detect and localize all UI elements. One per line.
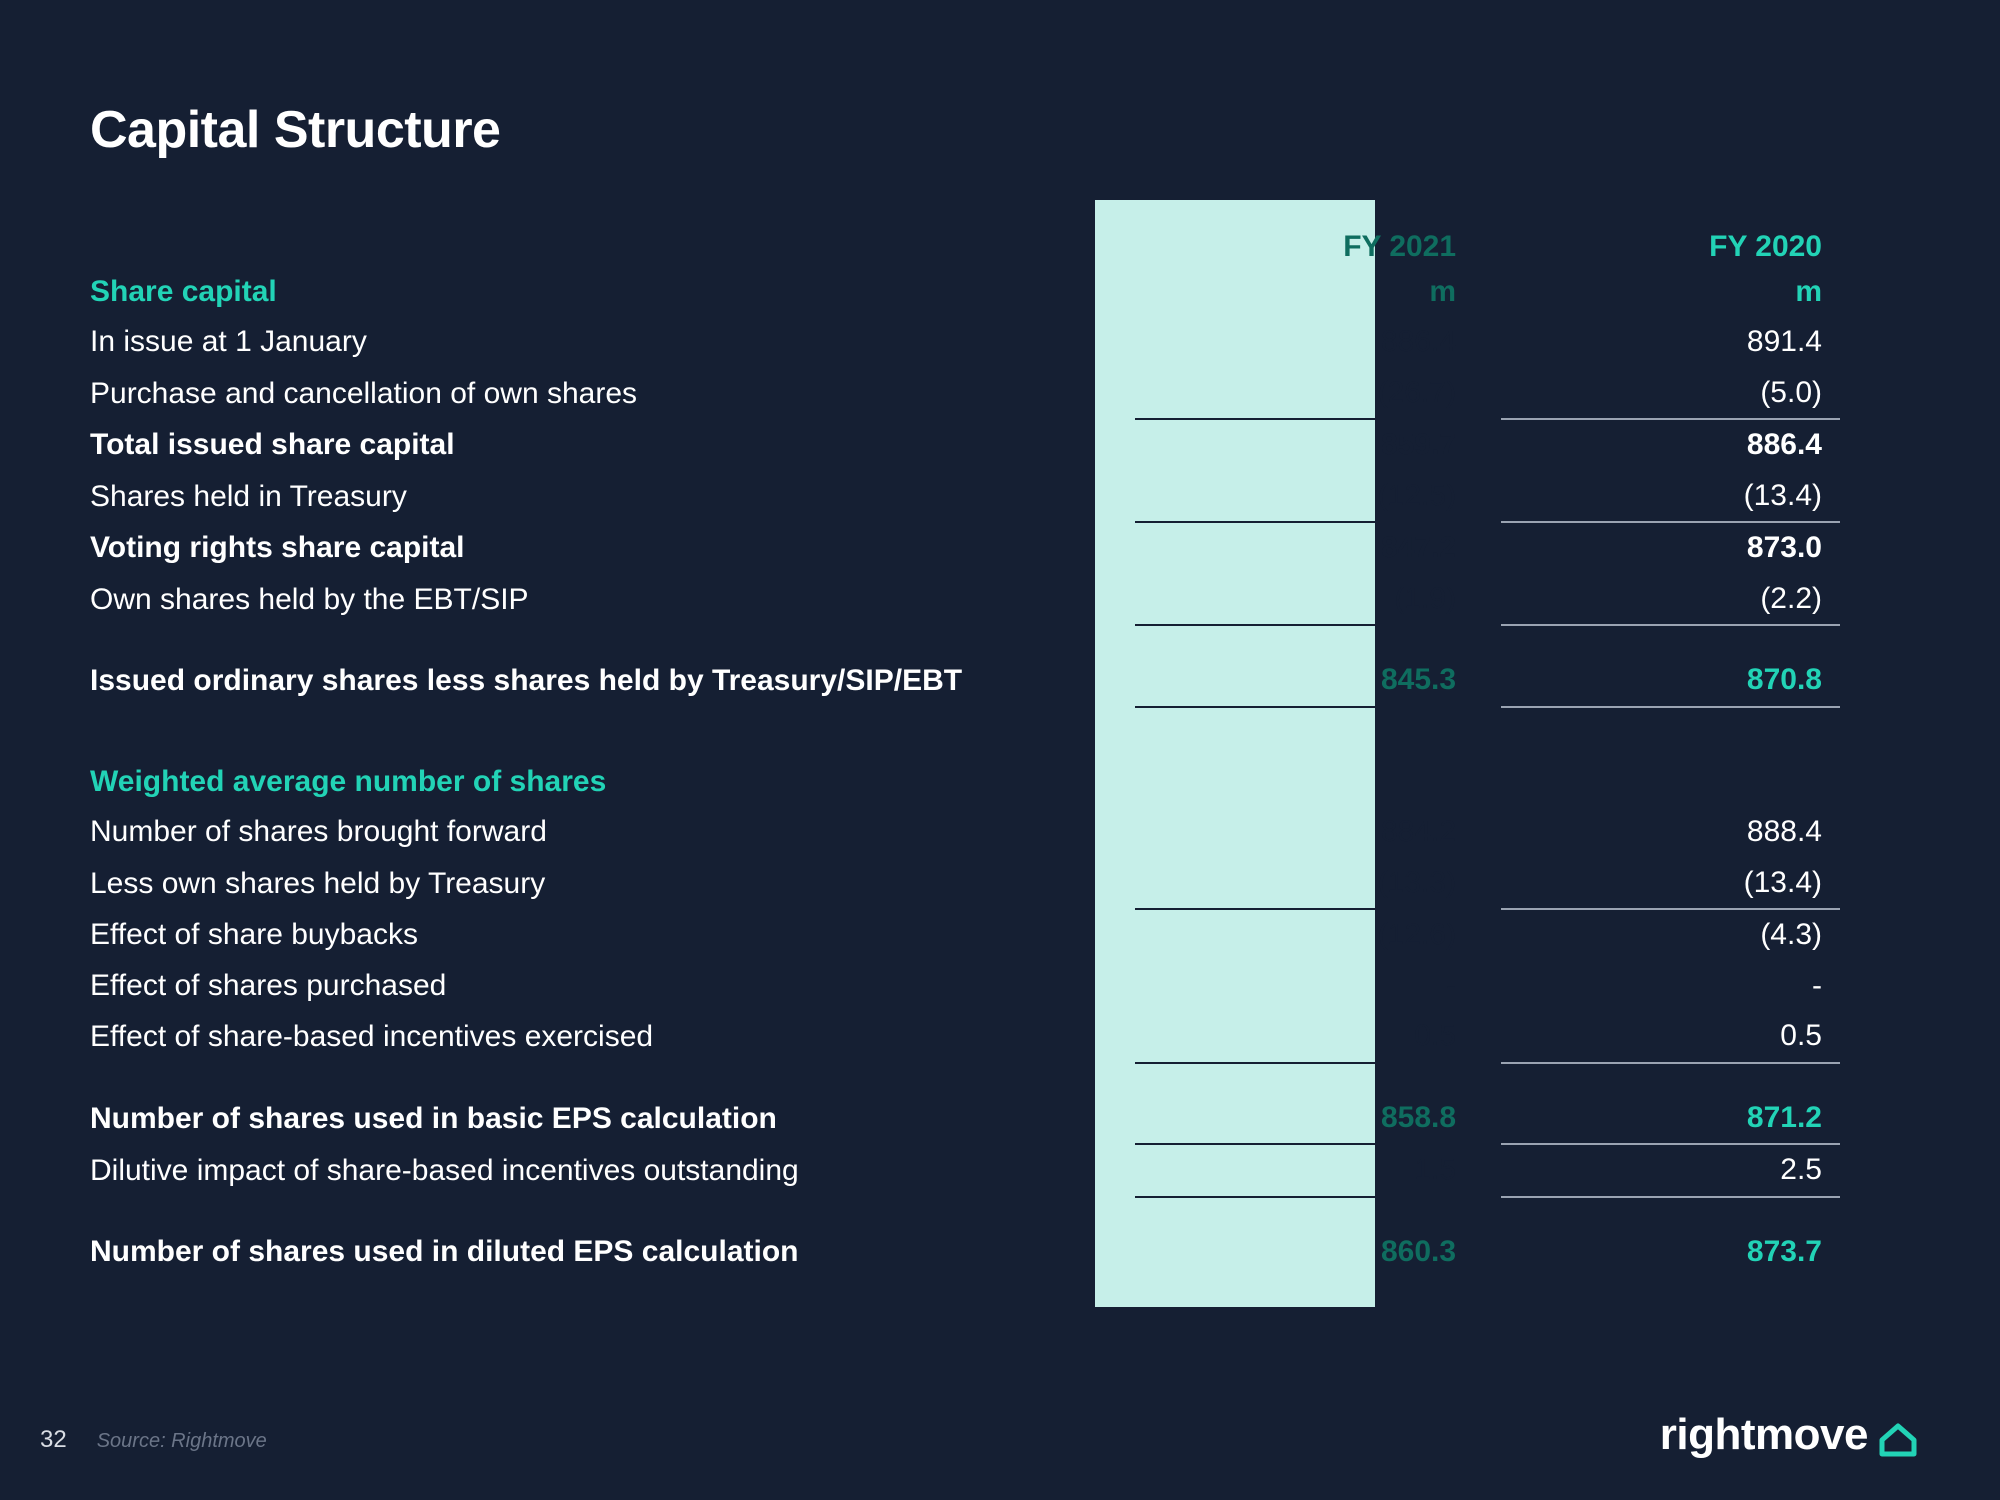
row-value: 873.0 [1501,522,1840,574]
row-value: 2.5 [1501,1144,1840,1197]
table-row: Dilutive impact of share-based incentive… [90,1144,1840,1197]
table-row: In issue at 1 January 886.4 891.4 [90,317,1840,368]
source-attribution: Source: Rightmove [97,1430,267,1453]
table-row-total: Issued ordinary shares less shares held … [90,655,1840,707]
row-value: (13.3) [1135,858,1474,910]
row-value: (5.0) [1501,368,1840,420]
row-label: Number of shares used in diluted EPS cal… [90,1227,1108,1278]
row-label: Number of shares used in basic EPS calcu… [90,1093,1108,1145]
row-label: Number of shares brought forward [90,807,1108,858]
row-label: Shares held in Treasury [90,471,1108,523]
row-value: (12.6) [1135,909,1474,961]
row-label: Total issued share capital [90,419,1108,471]
row-value: 0.5 [1501,1011,1840,1063]
row-value: (1.9) [1135,574,1474,626]
spacer [90,625,1840,655]
section-heading-row: Weighted average number of shares [90,757,1840,808]
row-value: 873.7 [1501,1227,1840,1278]
capital-structure-table: FY 2021 FY 2020 Share capital m m In iss… [90,200,1840,1307]
row-value: 884.2 [1135,807,1474,858]
row-value: 847.2 [1135,522,1474,574]
row-value: 858.8 [1135,1093,1474,1145]
row-label: Voting rights share capital [90,522,1108,574]
row-label: Purchase and cancellation of own shares [90,368,1108,420]
page-number: 32 [40,1426,67,1454]
row-value: (13.4) [1501,471,1840,523]
row-label: Effect of shares purchased [90,961,1108,1012]
table-row-total: Number of shares used in diluted EPS cal… [90,1227,1840,1278]
row-value: (2.2) [1501,574,1840,626]
row-label: Less own shares held by Treasury [90,858,1108,910]
row-label: Issued ordinary shares less shares held … [90,655,1108,707]
page-title: Capital Structure [90,100,1910,160]
unit-fy2021: m [1135,267,1474,318]
row-label: Dilutive impact of share-based incentive… [90,1144,1108,1197]
spacer [90,1063,1840,1093]
spacer [90,707,1840,757]
row-value: 845.3 [1135,655,1474,707]
row-value: 891.4 [1501,317,1840,368]
col-header-fy2020: FY 2020 [1501,200,1840,267]
table-row-total: Number of shares used in basic EPS calcu… [90,1093,1840,1145]
row-value: 859.7 [1135,419,1474,471]
table-row: Number of shares brought forward 884.2 8… [90,807,1840,858]
table-row: Total issued share capital 859.7 886.4 [90,419,1840,471]
footer: 32 Source: Rightmove [40,1426,267,1454]
col-header-fy2021: FY 2021 [1135,200,1474,267]
slide: Capital Structure FY 2021 FY 2020 Share … [0,0,2000,1500]
row-value: - [1135,961,1474,1012]
row-label: Effect of share buybacks [90,909,1108,961]
row-label: Own shares held by the EBT/SIP [90,574,1108,626]
row-value: - [1501,961,1840,1012]
row-value: 886.4 [1501,419,1840,471]
row-label: Effect of share-based incentives exercis… [90,1011,1108,1063]
section-heading-weighted: Weighted average number of shares [90,757,1108,808]
house-icon [1876,1416,1920,1460]
table-row: Less own shares held by Treasury (13.3) … [90,858,1840,910]
row-value: 886.4 [1135,317,1474,368]
table-row: Purchase and cancellation of own shares … [90,368,1840,420]
brand-logo: rightmove [1660,1410,1920,1460]
unit-fy2020: m [1501,267,1840,318]
spacer [90,1197,1840,1227]
row-value: (13.4) [1501,858,1840,910]
row-value: 870.8 [1501,655,1840,707]
table-unit-row: Share capital m m [90,267,1840,318]
table-header-row: FY 2021 FY 2020 [90,200,1840,267]
row-value: 0.5 [1135,1011,1474,1063]
row-value: 860.3 [1135,1227,1474,1278]
row-value: 888.4 [1501,807,1840,858]
brand-wordmark: rightmove [1660,1410,1868,1460]
spacer [90,1277,1840,1307]
row-value: (4.3) [1501,909,1840,961]
table-row: Effect of shares purchased - - [90,961,1840,1012]
section-heading-share-capital: Share capital [90,267,1108,318]
row-label: In issue at 1 January [90,317,1108,368]
row-value: 1.5 [1135,1144,1474,1197]
table-row: Own shares held by the EBT/SIP (1.9) (2.… [90,574,1840,626]
table-row: Effect of share-based incentives exercis… [90,1011,1840,1063]
table-row: Voting rights share capital 847.2 873.0 [90,522,1840,574]
row-value: (26.7) [1135,368,1474,420]
table-container: FY 2021 FY 2020 Share capital m m In iss… [90,200,1840,1307]
row-value: (12.5) [1135,471,1474,523]
row-value: 871.2 [1501,1093,1840,1145]
table-row: Shares held in Treasury (12.5) (13.4) [90,471,1840,523]
table-row: Effect of share buybacks (12.6) (4.3) [90,909,1840,961]
